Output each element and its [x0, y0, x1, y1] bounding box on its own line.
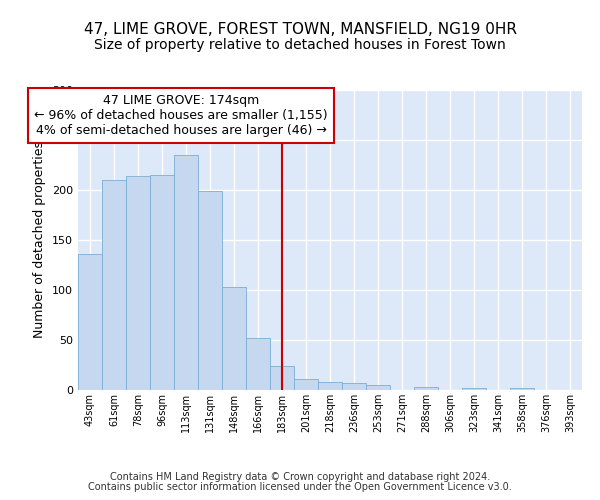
- Bar: [222, 287, 246, 390]
- Bar: [150, 175, 174, 390]
- Bar: [414, 387, 438, 390]
- Text: Contains public sector information licensed under the Open Government Licence v3: Contains public sector information licen…: [88, 482, 512, 492]
- Bar: [462, 388, 486, 390]
- Bar: [366, 385, 390, 390]
- Bar: [270, 366, 294, 390]
- Text: 47 LIME GROVE: 174sqm
← 96% of detached houses are smaller (1,155)
4% of semi-de: 47 LIME GROVE: 174sqm ← 96% of detached …: [34, 94, 328, 137]
- Bar: [174, 155, 198, 390]
- Bar: [294, 379, 318, 390]
- Bar: [318, 382, 342, 390]
- Y-axis label: Number of detached properties: Number of detached properties: [34, 142, 46, 338]
- Bar: [342, 383, 366, 390]
- Text: Contains HM Land Registry data © Crown copyright and database right 2024.: Contains HM Land Registry data © Crown c…: [110, 472, 490, 482]
- Text: 47, LIME GROVE, FOREST TOWN, MANSFIELD, NG19 0HR: 47, LIME GROVE, FOREST TOWN, MANSFIELD, …: [83, 22, 517, 38]
- Bar: [102, 180, 126, 390]
- Bar: [198, 191, 222, 390]
- Text: Size of property relative to detached houses in Forest Town: Size of property relative to detached ho…: [94, 38, 506, 52]
- Bar: [78, 254, 102, 390]
- Bar: [126, 176, 150, 390]
- Bar: [246, 338, 270, 390]
- Bar: [510, 388, 534, 390]
